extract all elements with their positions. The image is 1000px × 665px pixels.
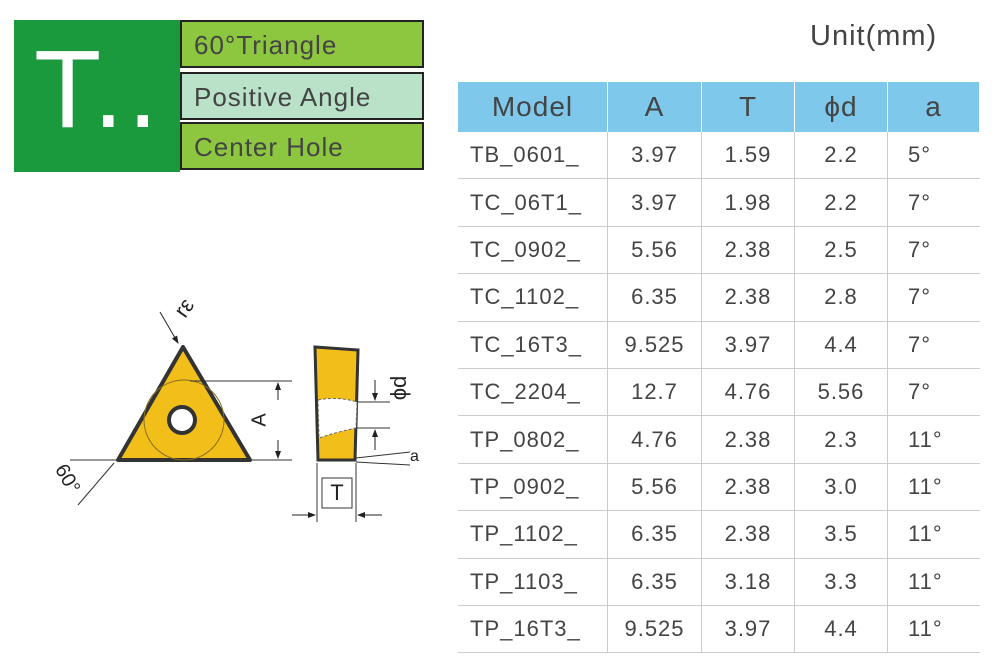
- table-cell: 2.2: [795, 132, 888, 179]
- table-cell: 2.3: [795, 416, 888, 463]
- table-cell: 6.35: [608, 558, 702, 605]
- table-row: TC_1102_ 6.35 2.38 2.8 7°: [458, 274, 980, 322]
- insert-diagram: A rε 60° ϕd a T: [50, 293, 419, 522]
- column-header: ϕd: [795, 82, 888, 132]
- unit-label: Unit(mm): [810, 20, 938, 52]
- table-cell: 5.56: [608, 226, 702, 274]
- column-header: T: [702, 82, 795, 132]
- feature: 60°Triangle: [180, 20, 424, 68]
- dim-label: 60°: [50, 460, 84, 497]
- table-cell: TP_16T3_: [458, 605, 608, 653]
- table-cell: 7°: [908, 189, 932, 215]
- table-cell: TP_1102_: [458, 511, 608, 558]
- table-cell: 5.56: [795, 368, 888, 416]
- table-cell: 1.59: [702, 132, 795, 179]
- table-cell: TC_06T1_: [458, 179, 608, 226]
- table-cell: 9.525: [608, 605, 702, 653]
- table-cell: 9.525: [608, 321, 702, 368]
- table-cell: 11°: [908, 473, 943, 499]
- dim-label: ϕd: [386, 376, 411, 401]
- table-row: TB_0601_ 3.97 1.59 2.2 5°: [458, 132, 980, 180]
- table-cell: 4.76: [608, 416, 702, 463]
- table-cell: 4.76: [702, 368, 795, 416]
- table-row: TP_0902_ 5.56 2.38 3.0 11°: [458, 463, 980, 512]
- table-cell: 2.8: [795, 274, 888, 321]
- table-cell: 3.3: [795, 558, 888, 605]
- table-cell: 3.0: [795, 463, 888, 511]
- table-cell: 3.97: [608, 132, 702, 179]
- table-row: TP_0802_ 4.76 2.38 2.3 11°: [458, 416, 980, 464]
- table-cell: 5.56: [608, 463, 702, 511]
- table-cell: 4.4: [795, 321, 888, 368]
- table-cell: 7°: [908, 236, 932, 262]
- table-cell: 3.97: [702, 605, 795, 653]
- table-cell: 2.2: [795, 179, 888, 226]
- column-header: a: [888, 82, 980, 132]
- table-cell: 7°: [908, 379, 932, 405]
- table-cell: 6.35: [608, 511, 702, 558]
- table-cell: TP_0902_: [458, 463, 608, 511]
- table-row: TC_2204_ 12.7 4.76 5.56 7°: [458, 368, 980, 417]
- table-row: TP_1103_ 6.35 3.18 3.3 11°: [458, 558, 980, 606]
- table-cell: 11°: [908, 568, 943, 594]
- table-row: TC_06T1_ 3.97 1.98 2.2 7°: [458, 179, 980, 227]
- table-cell: 2.38: [702, 416, 795, 463]
- table-cell: 5°: [908, 142, 932, 168]
- table-cell: TP_1103_: [458, 558, 608, 605]
- table-row: TC_16T3_ 9.525 3.97 4.4 7°: [458, 321, 980, 369]
- series-code: T..: [14, 20, 180, 172]
- feature: Positive Angle: [180, 72, 424, 120]
- table-cell: 2.38: [702, 226, 795, 274]
- table-cell: 11°: [908, 521, 943, 547]
- table-cell: 3.97: [608, 179, 702, 226]
- column-header: Model: [458, 82, 608, 132]
- table-cell: 7°: [908, 331, 932, 357]
- table-cell: 2.38: [702, 511, 795, 558]
- dim-label: rε: [169, 293, 199, 322]
- table-cell: 2.38: [702, 274, 795, 321]
- table-cell: 3.18: [702, 558, 795, 605]
- table-cell: TB_0601_: [458, 132, 608, 179]
- table-cell: 11°: [908, 616, 943, 642]
- table-row: TP_16T3_ 9.525 3.97 4.4 11°: [458, 605, 980, 654]
- table-cell: 12.7: [608, 368, 702, 416]
- table-cell: TC_0902_: [458, 226, 608, 274]
- table-cell: TC_2204_: [458, 368, 608, 416]
- table-cell: 7°: [908, 284, 932, 310]
- table-cell: TC_1102_: [458, 274, 608, 321]
- dim-label: a: [410, 448, 419, 465]
- table-cell: 11°: [908, 426, 943, 452]
- table-cell: 6.35: [608, 274, 702, 321]
- table-cell: 2.38: [702, 463, 795, 511]
- table-cell: 3.97: [702, 321, 795, 368]
- table-cell: 1.98: [702, 179, 795, 226]
- table-cell: 3.5: [795, 511, 888, 558]
- table-cell: TP_0802_: [458, 416, 608, 463]
- column-header: A: [608, 82, 702, 132]
- table-cell: 4.4: [795, 605, 888, 653]
- table-row: TC_0902_ 5.56 2.38 2.5 7°: [458, 226, 980, 275]
- feature: Center Hole: [180, 122, 424, 170]
- dim-label: A: [248, 413, 270, 427]
- table-row: TP_1102_ 6.35 2.38 3.5 11°: [458, 511, 980, 559]
- dim-label: T: [330, 480, 343, 505]
- table-cell: TC_16T3_: [458, 321, 608, 368]
- table-cell: 2.5: [795, 226, 888, 274]
